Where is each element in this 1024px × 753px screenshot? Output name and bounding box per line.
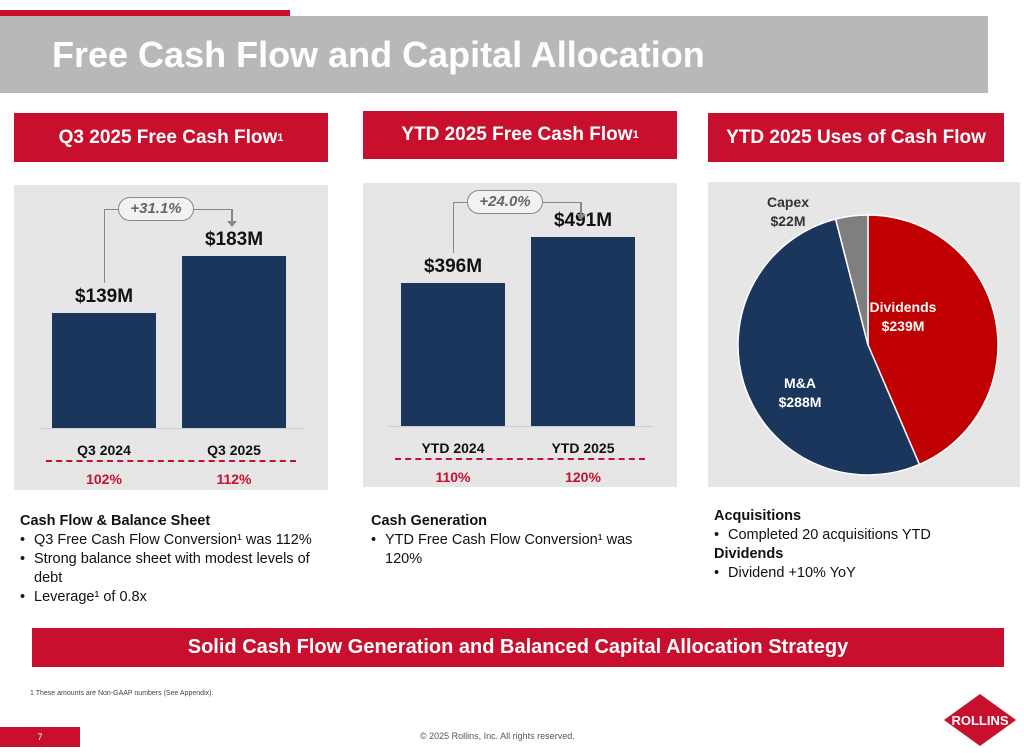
footnote: 1 These amounts are Non-GAAP numbers (Se… (30, 690, 214, 697)
conversion-label: 110% (435, 469, 471, 485)
page-number: 7 (0, 727, 80, 747)
pie-slice-dividends (867, 214, 999, 466)
slice-value-label: $288M (779, 394, 822, 410)
slice-name-label: M&A (784, 375, 816, 391)
slice-value-label: $239M (882, 318, 925, 334)
notes-heading: Acquisitions (714, 508, 802, 524)
bar-q3-2025 (182, 256, 286, 428)
footnote-mark: 1 (632, 129, 639, 141)
arrow-head (576, 214, 586, 220)
bar-ytd-2025 (531, 237, 635, 426)
conversion-label: 120% (565, 469, 601, 485)
conversion-label: 112% (216, 471, 252, 487)
bar-q3-2024 (52, 313, 156, 428)
dashed-divider (46, 460, 296, 462)
footnote-mark: 1 (277, 131, 284, 144)
page-title: Free Cash Flow and Capital Allocation (52, 34, 705, 75)
note-item: Completed 20 acquisitions YTD (714, 526, 1014, 545)
conversion-label: 102% (86, 471, 122, 487)
slice-value-label: $22M (770, 213, 805, 229)
section-header-ytd: YTD 2025 Free Cash Flow 1 (363, 111, 677, 159)
bar-value-label: $491M (553, 210, 613, 231)
bar-value-label: $183M (204, 229, 264, 250)
pie-slice-capex (834, 214, 869, 346)
category-label: Q3 2024 (77, 442, 131, 458)
growth-arrow (231, 209, 233, 223)
note-item: YTD Free Cash Flow Conversion¹ was 120% (371, 531, 671, 569)
growth-arrow (580, 202, 582, 216)
bar-ytd-2024 (401, 283, 505, 426)
section-header-q3: Q3 2025 Free Cash Flow 1 (14, 113, 328, 162)
growth-pill: +31.1% (118, 197, 194, 221)
svg-text:ROLLINS: ROLLINS (951, 713, 1008, 728)
note-item: Dividend +10% YoY (714, 564, 1014, 583)
slice-name-label: Capex (767, 194, 809, 210)
notes-heading: Cash Flow & Balance Sheet (20, 513, 211, 529)
q3-fcf-chart: $139M Q3 2024 102% $183M Q3 2025 112% +31.1% (14, 185, 328, 490)
notes-heading: Cash Generation (371, 513, 488, 529)
bar-value-label: $139M (74, 286, 134, 307)
uses-pie-chart: Dividends $239M M&A $288M Capex $22M (708, 182, 1020, 487)
rollins-logo: ROLLINS (940, 690, 1020, 748)
section-label: YTD 2025 Free Cash Flow (401, 124, 633, 145)
notes-uses: Acquisitions Completed 20 acquisitions Y… (714, 507, 1014, 583)
bar-value-label: $396M (423, 256, 483, 277)
baseline (388, 426, 653, 427)
pie-svg: Dividends $239M M&A $288M Capex $22M (737, 194, 999, 476)
note-item: Leverage¹ of 0.8x (20, 588, 340, 607)
slice-name-label: Dividends (870, 299, 937, 315)
dashed-divider (395, 458, 645, 460)
section-label: Q3 2025 Free Cash Flow (58, 126, 278, 148)
growth-pill: +24.0% (467, 190, 543, 214)
note-item: Q3 Free Cash Flow Conversion¹ was 112% (20, 531, 340, 550)
category-label: YTD 2025 (551, 440, 615, 456)
summary-banner: Solid Cash Flow Generation and Balanced … (32, 628, 1004, 667)
notes-cash-flow: Cash Flow & Balance Sheet Q3 Free Cash F… (20, 512, 340, 607)
pie-slice-maa (737, 218, 921, 476)
category-label: Q3 2025 (207, 442, 261, 458)
ytd-fcf-chart: $396M YTD 2024 110% $491M YTD 2025 120% +24.0% (363, 183, 677, 487)
notes-cash-generation: Cash Generation YTD Free Cash Flow Conve… (371, 512, 671, 569)
copyright: © 2025 Rollins, Inc. All rights reserved… (420, 731, 575, 741)
notes-heading: Dividends (714, 546, 784, 562)
arrow-head (227, 221, 237, 227)
category-label: YTD 2024 (421, 440, 485, 456)
section-header-uses: YTD 2025 Uses of Cash Flow (708, 113, 1004, 162)
section-label: YTD 2025 Uses of Cash Flow (726, 126, 986, 148)
note-item: Strong balance sheet with modest levels … (20, 550, 340, 588)
title-band: Free Cash Flow and Capital Allocation (0, 16, 988, 93)
accent-bar (0, 10, 290, 16)
baseline (39, 428, 304, 429)
